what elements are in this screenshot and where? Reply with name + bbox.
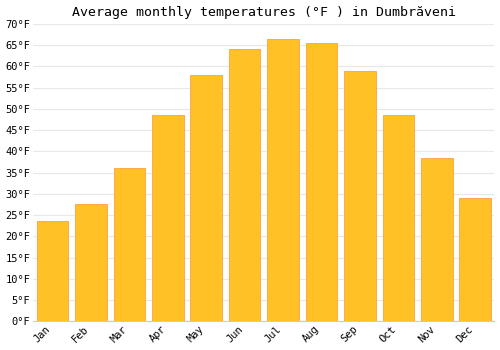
- Bar: [421, 158, 452, 321]
- Bar: [152, 115, 184, 321]
- Bar: [306, 43, 338, 321]
- Bar: [37, 222, 68, 321]
- Bar: [344, 71, 376, 321]
- Title: Average monthly temperatures (°F ) in Dumbrăveni: Average monthly temperatures (°F ) in Du…: [72, 6, 456, 19]
- Bar: [268, 39, 299, 321]
- Bar: [460, 198, 491, 321]
- Bar: [114, 168, 145, 321]
- Bar: [75, 204, 106, 321]
- Bar: [382, 115, 414, 321]
- Bar: [229, 49, 260, 321]
- Bar: [190, 75, 222, 321]
